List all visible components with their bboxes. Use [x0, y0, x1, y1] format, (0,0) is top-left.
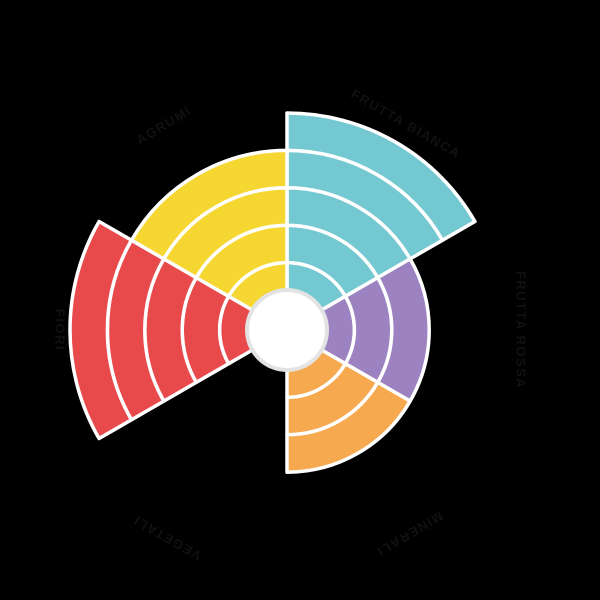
- chart-sector-minerali: [285, 343, 412, 474]
- category-label-vegetali: VEGETALI: [130, 512, 203, 563]
- category-label-fiori: FIORI: [53, 309, 68, 351]
- chart-sector-frutta-bianca: [285, 111, 477, 317]
- chart-sector-agrumi: [129, 148, 289, 317]
- ring-segment-agrumi-4: [129, 148, 289, 261]
- center-circle: [245, 288, 329, 372]
- segments-layer: [68, 111, 477, 474]
- ring-segment-frutta-bianca-5: [285, 111, 477, 242]
- ring-segment-minerali-3: [285, 380, 412, 474]
- category-label-agrumi: AGRUMI: [134, 103, 195, 148]
- ring-segment-fiori-5: [68, 219, 134, 441]
- category-label-frutta-rossa: FRUTTA ROSSA: [514, 271, 529, 389]
- category-label-minerali: MINERALI: [374, 508, 446, 559]
